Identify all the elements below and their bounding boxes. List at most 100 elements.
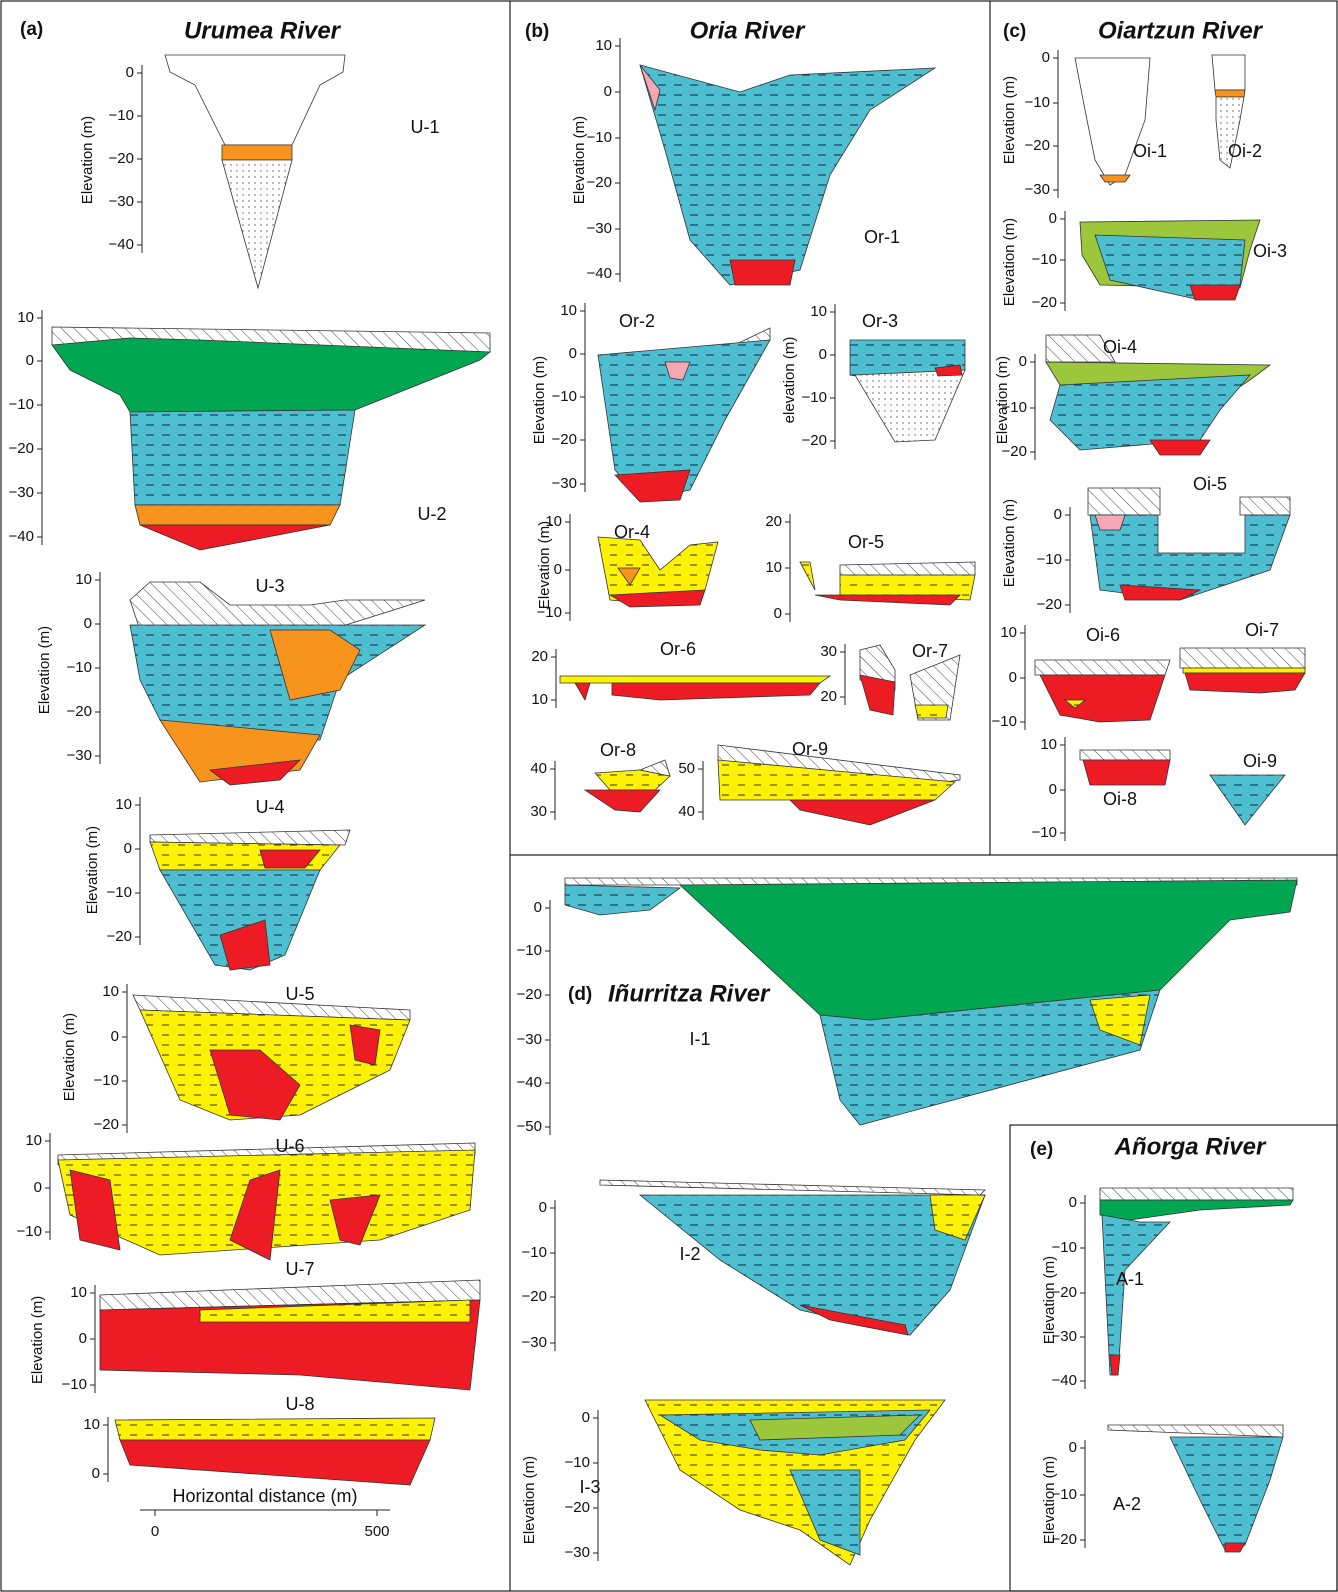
stratigraphic-unit bbox=[929, 1194, 986, 1241]
y-tick-label: −40 bbox=[109, 236, 134, 253]
section-label: U-4 bbox=[255, 797, 284, 817]
y-axis-label: Elevation (m) bbox=[521, 1456, 538, 1544]
y-tick-label: −20 bbox=[517, 986, 542, 1003]
panel-frame bbox=[1009, 1124, 1338, 1592]
y-tick-label: 0 bbox=[604, 83, 612, 100]
stratigraphic-unit bbox=[934, 364, 963, 377]
y-axis-label: Elevation (m) bbox=[29, 1296, 46, 1384]
y-axis-label: Elevation (m) bbox=[531, 356, 548, 444]
stratigraphic-unit bbox=[259, 849, 321, 869]
section-label: U-8 bbox=[285, 1394, 314, 1414]
panel-title: Oria River bbox=[690, 17, 806, 44]
y-tick-label: −30 bbox=[1025, 181, 1050, 198]
y-axis-label: elevation (m) bbox=[781, 337, 798, 424]
stratigraphic-unit bbox=[749, 1414, 921, 1441]
stratigraphic-unit bbox=[1099, 174, 1131, 183]
y-tick-label: 10 bbox=[25, 1132, 42, 1149]
stratigraphic-unit bbox=[1149, 439, 1211, 456]
y-tick-label: −20 bbox=[1052, 1531, 1077, 1548]
y-tick-label: 50 bbox=[678, 760, 695, 777]
stratigraphic-unit bbox=[1215, 96, 1245, 169]
y-tick-label: −10 bbox=[552, 388, 577, 405]
y-axis-label: Elevation (m) bbox=[36, 626, 53, 714]
stratigraphic-unit bbox=[1099, 1187, 1294, 1201]
y-tick-label: 20 bbox=[820, 688, 837, 705]
stratigraphic-unit bbox=[1211, 54, 1246, 91]
stratigraphic-unit bbox=[614, 469, 691, 503]
section-label: U-5 bbox=[285, 984, 314, 1004]
y-tick-label: 10 bbox=[75, 571, 92, 588]
stratigraphic-unit bbox=[608, 589, 706, 608]
stratigraphic-unit bbox=[789, 1469, 861, 1556]
y-axis-label: Elevation (m) bbox=[1041, 1256, 1058, 1344]
stratigraphic-unit bbox=[1214, 89, 1246, 98]
y-tick-label: 0 bbox=[1049, 210, 1057, 227]
stratigraphic-unit bbox=[799, 561, 816, 591]
y-tick-label: 10 bbox=[595, 37, 612, 54]
y-tick-label: 10 bbox=[115, 796, 132, 813]
stratigraphic-unit bbox=[329, 1194, 381, 1246]
stratigraphic-unit bbox=[839, 561, 976, 576]
stratigraphic-unit bbox=[638, 759, 671, 777]
stratigraphic-unit bbox=[221, 159, 293, 290]
stratigraphic-unit bbox=[1045, 334, 1116, 363]
y-tick-label: 0 bbox=[554, 561, 562, 578]
y-tick-label: −10 bbox=[1052, 1486, 1077, 1503]
section-label: I-3 bbox=[579, 1477, 600, 1497]
y-tick-label: 0 bbox=[1069, 1194, 1077, 1211]
y-axis-label: Elevation (m) bbox=[84, 826, 101, 914]
stratigraphic-unit bbox=[1224, 1542, 1246, 1553]
y-tick-label: −30 bbox=[1052, 1328, 1077, 1345]
y-tick-label: −30 bbox=[67, 747, 92, 764]
y-tick-label: −10 bbox=[537, 604, 562, 621]
section-label: U-7 bbox=[285, 1259, 314, 1279]
y-tick-label: −20 bbox=[565, 1499, 590, 1516]
stratigraphic-unit bbox=[219, 919, 271, 971]
y-tick-label: −40 bbox=[587, 265, 612, 282]
y-tick-label: −40 bbox=[1052, 1372, 1077, 1389]
y-tick-label: 0 bbox=[84, 615, 92, 632]
stratigraphic-unit bbox=[1107, 1424, 1284, 1438]
stratigraphic-unit bbox=[119, 1439, 431, 1486]
y-axis-label: Elevation (m) bbox=[79, 116, 96, 204]
y-tick-label: −10 bbox=[522, 1244, 547, 1261]
section-label: U-2 bbox=[417, 504, 446, 524]
y-tick-label: 30 bbox=[820, 643, 837, 660]
y-tick-label: −10 bbox=[62, 1376, 87, 1393]
section-label: Or-9 bbox=[792, 739, 828, 759]
y-tick-label: −10 bbox=[67, 659, 92, 676]
stratigraphic-unit bbox=[1119, 584, 1202, 601]
y-tick-label: 0 bbox=[1009, 669, 1017, 686]
section-label: Oi-4 bbox=[1103, 337, 1137, 357]
stratigraphic-unit bbox=[854, 369, 966, 443]
y-axis-label: Elevation (m) bbox=[1001, 499, 1018, 587]
y-tick-label: −10 bbox=[9, 396, 34, 413]
stratigraphic-unit bbox=[1049, 374, 1251, 451]
stratigraphic-unit bbox=[208, 759, 302, 786]
stratigraphic-unit bbox=[914, 704, 949, 719]
y-tick-label: −10 bbox=[1025, 94, 1050, 111]
stratigraphic-unit bbox=[664, 361, 691, 381]
y-tick-label: 0 bbox=[92, 1465, 100, 1482]
stratigraphic-unit bbox=[69, 1169, 121, 1251]
section-label: Or-5 bbox=[848, 532, 884, 552]
section-label: A-2 bbox=[1113, 1494, 1141, 1514]
y-tick-label: 10 bbox=[102, 983, 119, 1000]
y-tick-label: −20 bbox=[67, 703, 92, 720]
x-axis-label: Horizontal distance (m) bbox=[172, 1486, 357, 1506]
stratigraphic-unit bbox=[574, 682, 591, 701]
stratigraphic-unit bbox=[114, 1417, 436, 1441]
section-label: Or-8 bbox=[600, 740, 636, 760]
y-tick-label: 0 bbox=[34, 1179, 42, 1196]
stratigraphic-unit bbox=[611, 682, 821, 701]
section-label: Oi-9 bbox=[1243, 751, 1277, 771]
stratigraphic-unit bbox=[1239, 496, 1291, 516]
section-label: Or-6 bbox=[660, 639, 696, 659]
section-label: Or-7 bbox=[912, 641, 948, 661]
stratigraphic-unit bbox=[639, 64, 937, 286]
stratigraphic-unit bbox=[139, 524, 331, 551]
stratigraphic-unit bbox=[859, 674, 896, 716]
y-tick-label: −30 bbox=[9, 484, 34, 501]
stratigraphic-unit bbox=[564, 884, 682, 916]
section-label: Or-1 bbox=[864, 227, 900, 247]
